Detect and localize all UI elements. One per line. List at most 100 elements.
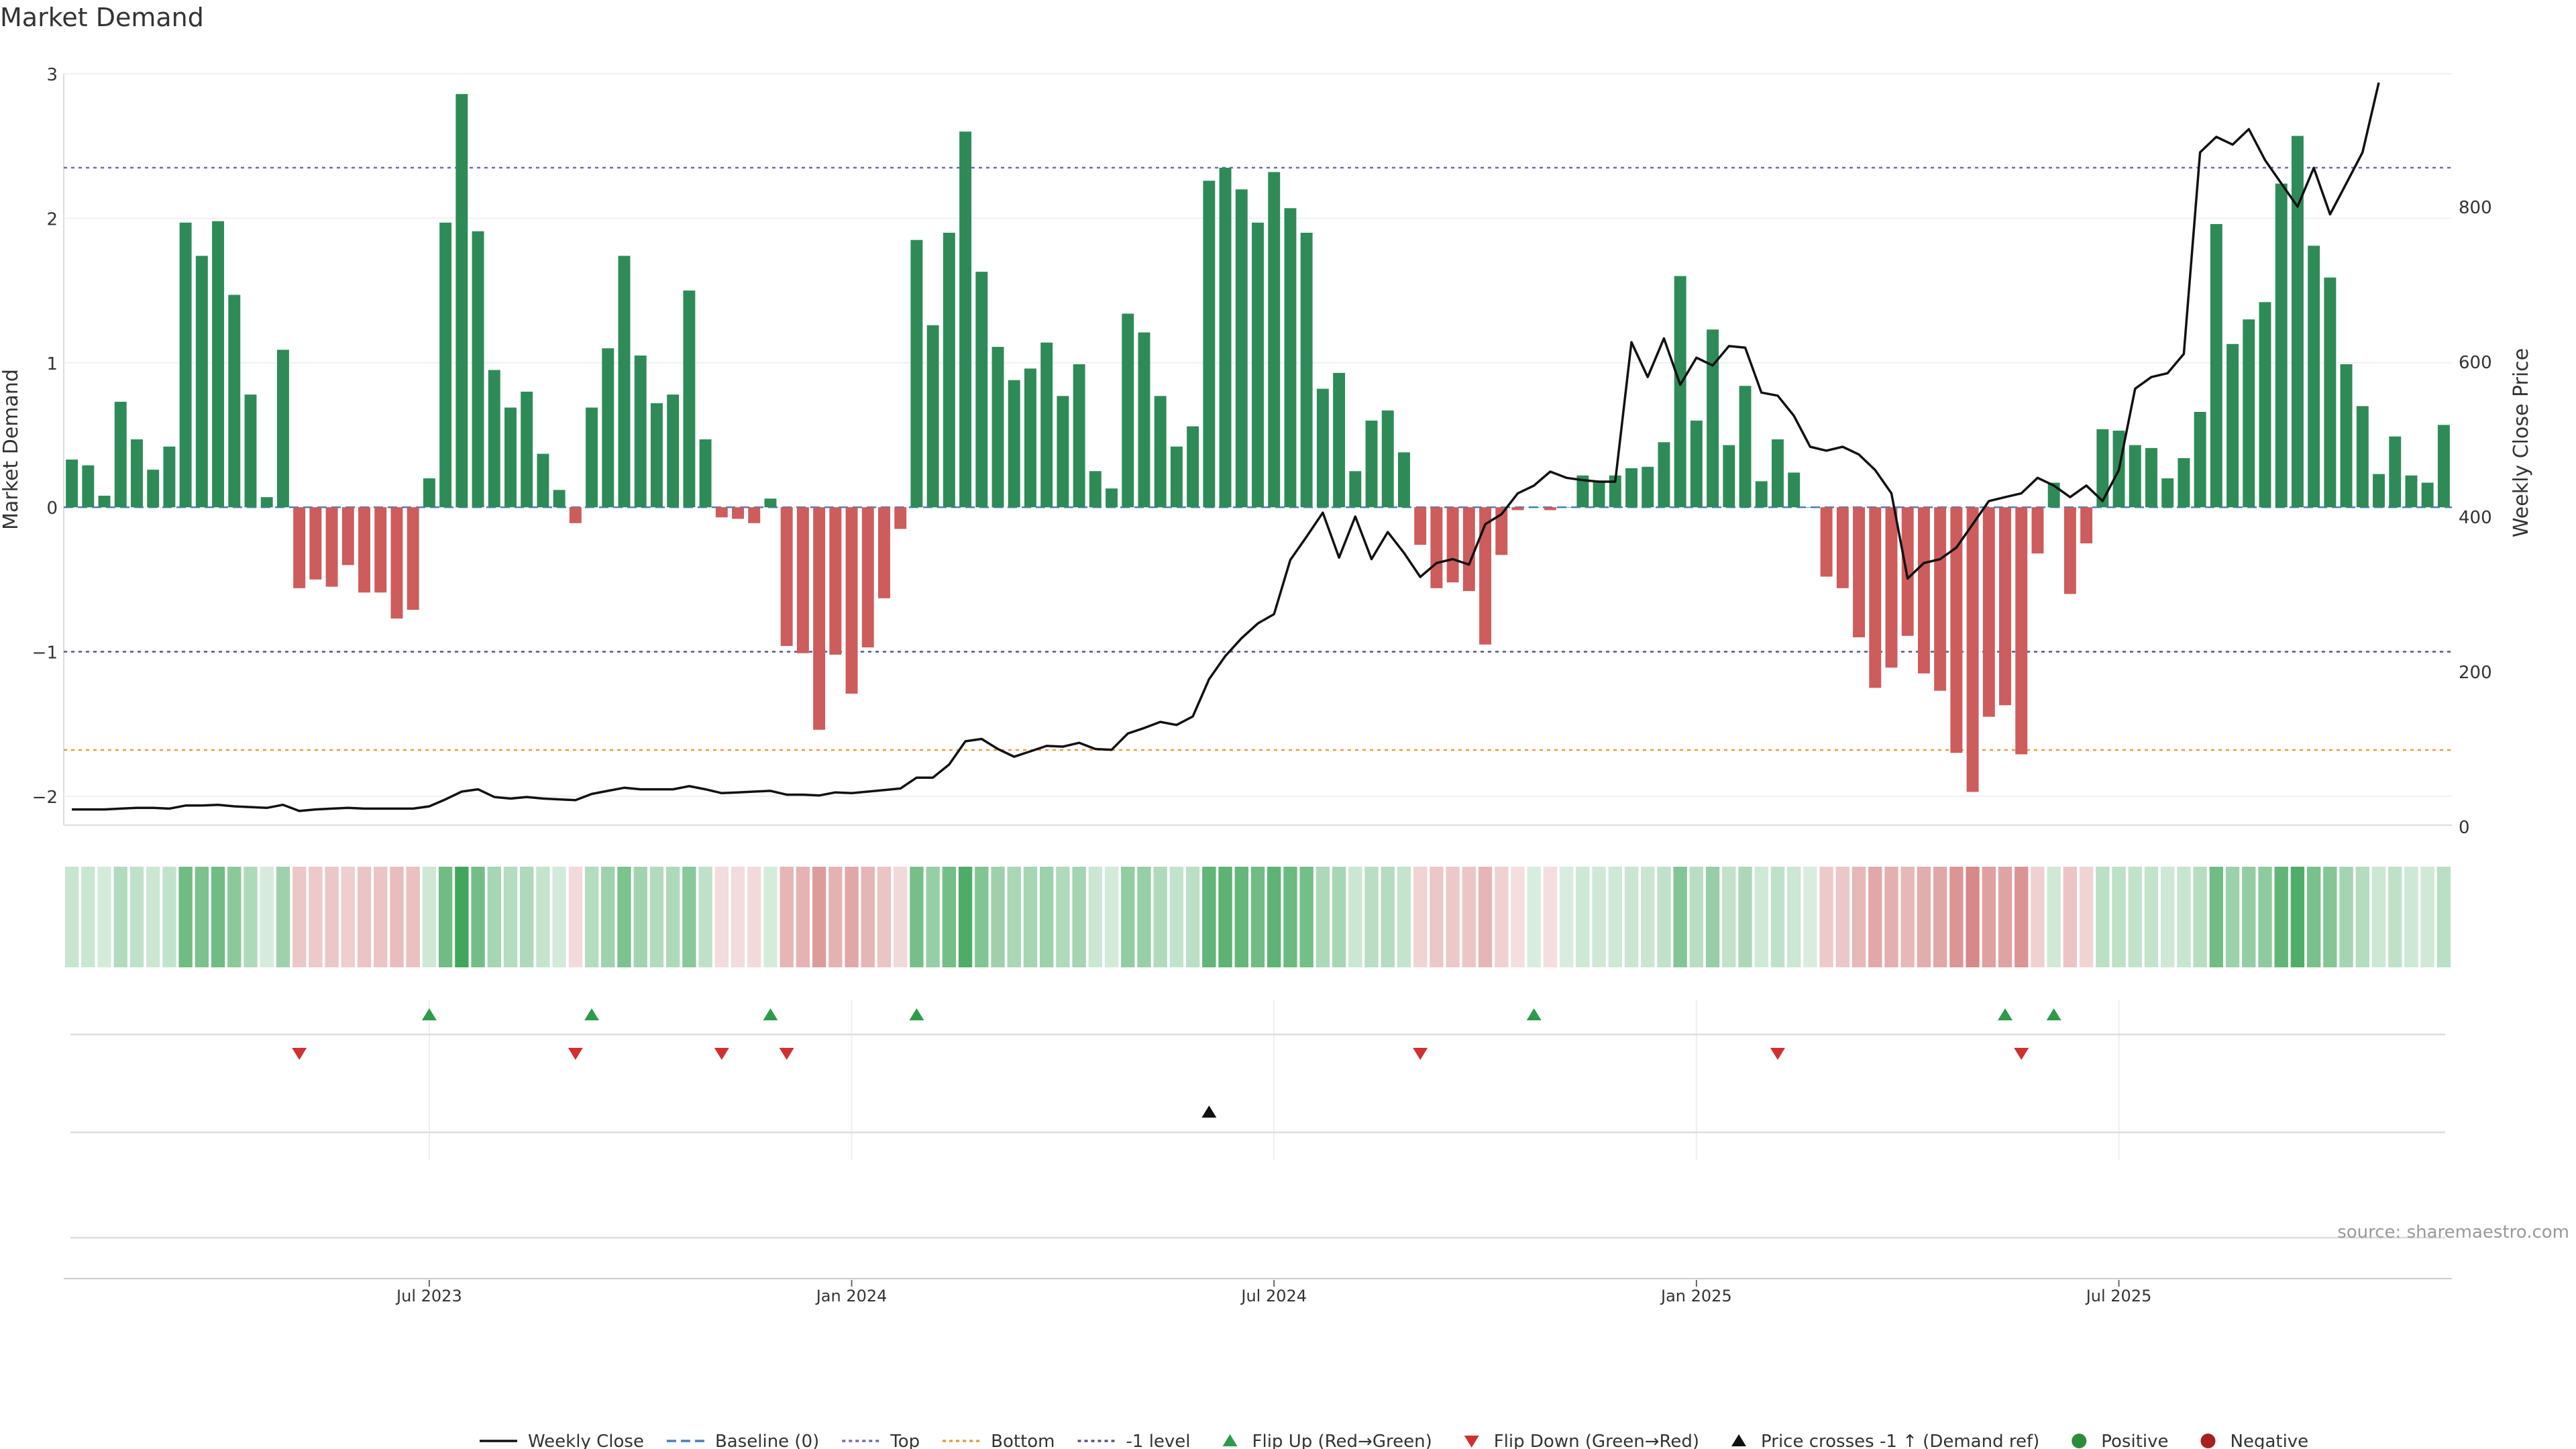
axes: 3 2 1 0 −1 −2 800 600 400 200 0 Market Demand Weekly… xyxy=(0,65,2533,1305)
demand-bar xyxy=(163,446,176,508)
legend-flip-down-swatch xyxy=(1464,1436,1479,1448)
heat-cell xyxy=(1267,867,1281,967)
demand-bar xyxy=(521,391,533,508)
demand-bar xyxy=(2259,302,2271,508)
legend-bottom-label: Bottom xyxy=(991,1432,1055,1449)
legend-flip-up-swatch xyxy=(1222,1434,1238,1446)
demand-bar xyxy=(1170,446,1183,508)
demand-bar xyxy=(1446,507,1459,583)
source-note: source: sharemaestro.com xyxy=(2337,1222,2569,1242)
demand-bar xyxy=(374,507,387,593)
demand-bar xyxy=(2324,277,2337,508)
demand-bar xyxy=(553,490,566,508)
demand-bar xyxy=(667,394,680,508)
demand-bar xyxy=(1593,481,1605,508)
demand-bar xyxy=(991,347,1004,508)
demand-bar xyxy=(2129,445,2141,508)
demand-bar xyxy=(1138,332,1150,508)
demand-bar xyxy=(309,507,322,580)
heat-cell xyxy=(2112,867,2126,967)
flip-up-marker xyxy=(909,1008,924,1020)
heat-cell xyxy=(1446,867,1460,967)
heat-cell xyxy=(536,867,550,967)
x-tick-label: Jul 2025 xyxy=(2085,1287,2152,1305)
heat-cell xyxy=(552,867,566,967)
flip-up-marker xyxy=(584,1008,600,1020)
demand-bar xyxy=(1462,507,1475,592)
demand-bar xyxy=(358,507,370,593)
demand-bar xyxy=(1252,222,1264,508)
heat-cell xyxy=(1576,867,1590,967)
demand-bar xyxy=(2340,364,2353,508)
heat-cell xyxy=(828,867,843,967)
demand-bar xyxy=(1040,342,1053,508)
heat-cell xyxy=(1754,867,1768,967)
demand-bar xyxy=(1982,507,1995,717)
heat-cell xyxy=(894,867,908,967)
heat-cell xyxy=(1023,867,1038,967)
demand-bar xyxy=(634,356,647,508)
heat-cell xyxy=(649,867,664,967)
heat-cell xyxy=(2242,867,2256,967)
demand-bar xyxy=(1122,313,1134,508)
y-tick-label: −2 xyxy=(32,788,58,808)
x-tick-label: Jan 2024 xyxy=(815,1287,888,1305)
heat-cell xyxy=(877,867,892,967)
flip-down-marker xyxy=(779,1048,794,1060)
heat-cell xyxy=(1039,867,1054,967)
heat-cell xyxy=(1835,867,1850,967)
legend-price-cross-label: Price crosses -1 ↑ (Demand ref) xyxy=(1761,1432,2039,1449)
heat-cell xyxy=(1868,867,1882,967)
heat-cell xyxy=(763,867,777,967)
demand-bar xyxy=(114,401,127,508)
y2-axis-title: Weekly Close Price xyxy=(2510,348,2533,537)
demand-bar xyxy=(2243,319,2255,508)
heat-cell xyxy=(1250,867,1265,967)
grid-layer xyxy=(63,73,2452,1239)
heat-cell xyxy=(1511,867,1525,967)
demand-bar xyxy=(1397,452,1410,508)
demand-bar xyxy=(1853,507,1866,637)
heat-cell xyxy=(292,867,307,967)
heat-cell xyxy=(1283,867,1297,967)
demand-bar xyxy=(715,507,728,518)
y-tick-label: 1 xyxy=(46,354,58,374)
demand-bar xyxy=(1625,468,1638,508)
demand-bar xyxy=(2015,507,2028,755)
demand-bar xyxy=(1430,507,1443,588)
heat-cell xyxy=(2290,867,2305,967)
heat-cell xyxy=(926,867,940,967)
heat-cell xyxy=(162,867,176,967)
heat-cell xyxy=(2420,867,2434,967)
flip-down-marker xyxy=(292,1048,307,1060)
demand-bar xyxy=(276,350,289,508)
flip-down-marker xyxy=(1770,1048,1785,1060)
heat-cell xyxy=(309,867,323,967)
demand-bar xyxy=(293,507,306,588)
heat-cell xyxy=(2436,867,2451,967)
heat-cell xyxy=(422,867,437,967)
demand-bar xyxy=(1901,507,1914,636)
heat-cell xyxy=(1299,867,1313,967)
demand-bar xyxy=(1836,507,1849,588)
heat-cell xyxy=(2079,867,2094,967)
demand-bar xyxy=(1772,439,1784,508)
y-tick-label: 0 xyxy=(46,498,58,519)
heat-cell xyxy=(2128,867,2142,967)
heat-cell xyxy=(1088,867,1102,967)
demand-bar xyxy=(1089,471,1102,508)
demand-bar xyxy=(650,403,663,508)
demand-bar xyxy=(2226,343,2239,508)
heat-cell xyxy=(2209,867,2224,967)
demand-bar xyxy=(1966,507,1979,792)
heat-cell xyxy=(2371,867,2386,967)
demand-bar xyxy=(1609,475,1621,508)
demand-bar xyxy=(796,507,809,653)
event-markers xyxy=(292,1008,2061,1118)
heat-cell xyxy=(910,867,924,967)
heat-cell xyxy=(861,867,875,967)
heat-cell xyxy=(1559,867,1574,967)
heat-cell xyxy=(942,867,957,967)
demand-bar xyxy=(699,439,712,508)
heat-cell xyxy=(2193,867,2207,967)
